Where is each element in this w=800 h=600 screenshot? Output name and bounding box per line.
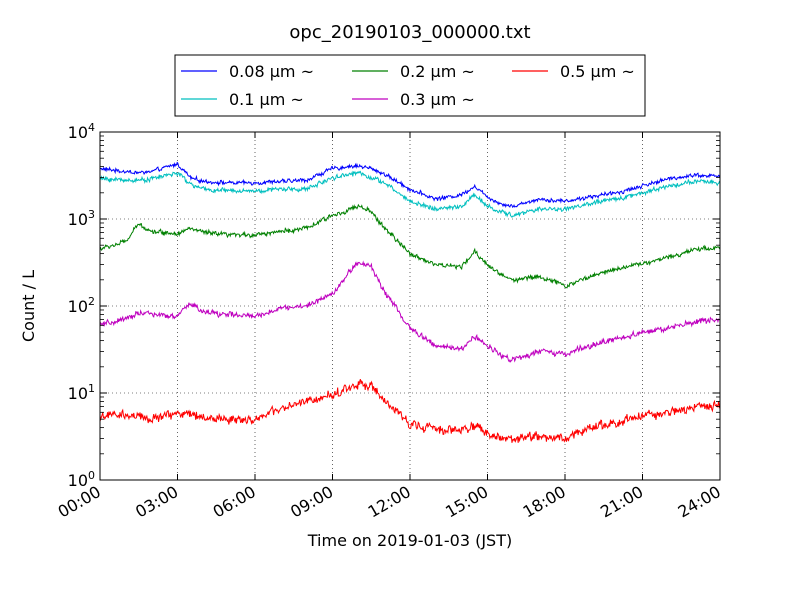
x-axis-label: Time on 2019-01-03 (JST) xyxy=(307,531,512,550)
y-tick-label-1: 101 xyxy=(68,382,95,403)
legend-item: 0.2 μm ~ xyxy=(352,62,475,81)
legend-item: 0.3 μm ~ xyxy=(352,90,475,109)
series-layer xyxy=(99,161,721,443)
series-line xyxy=(99,379,721,443)
y-tick-label-3: 103 xyxy=(68,208,95,229)
legend-label: 0.2 μm ~ xyxy=(400,62,475,81)
series-line xyxy=(99,203,721,289)
series-line xyxy=(99,170,720,218)
legend-label: 0.08 μm ~ xyxy=(229,62,314,81)
y-tick-label-4: 104 xyxy=(68,121,95,142)
y-tick-label-0: 100 xyxy=(68,469,95,490)
legend-item: 0.08 μm ~ xyxy=(181,62,314,81)
legend-label: 0.1 μm ~ xyxy=(229,90,304,109)
legend-item: 0.5 μm ~ xyxy=(512,62,635,81)
legend: 0.08 μm ~ 0.1 μm ~ 0.2 μm ~ 0.3 μm ~ 0.5… xyxy=(174,54,646,117)
chart-title: opc_20190103_000000.txt xyxy=(289,22,530,43)
y-tick-labels: 100 101 102 103 104 xyxy=(68,121,95,490)
y-tick-label-2: 102 xyxy=(68,295,95,316)
legend-label: 0.5 μm ~ xyxy=(560,62,635,81)
legend-box xyxy=(174,54,646,117)
series-line xyxy=(99,161,721,209)
series-line xyxy=(99,260,721,363)
legend-label: 0.3 μm ~ xyxy=(400,90,475,109)
y-axis-label: Count / L xyxy=(19,270,38,342)
grid xyxy=(100,132,720,480)
legend-item: 0.1 μm ~ xyxy=(181,90,304,109)
ticks xyxy=(99,131,721,481)
